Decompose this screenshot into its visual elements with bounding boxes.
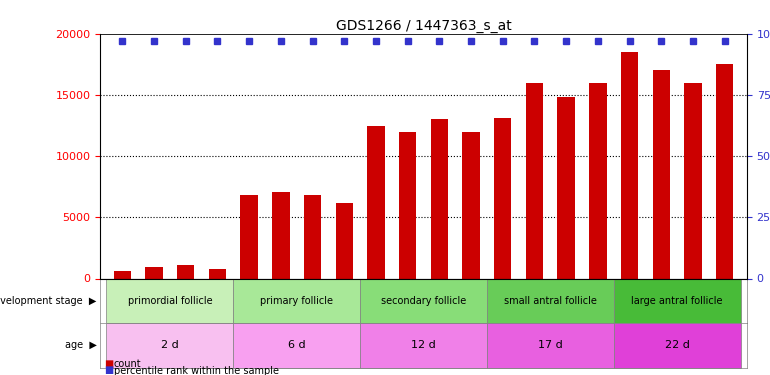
- Text: secondary follicle: secondary follicle: [381, 296, 466, 306]
- Bar: [494, 118, 511, 279]
- Bar: [240, 195, 258, 279]
- Text: 22 d: 22 d: [665, 340, 690, 350]
- Bar: [360, 323, 487, 368]
- Bar: [106, 323, 233, 368]
- Text: primary follicle: primary follicle: [260, 296, 333, 306]
- Text: 12 d: 12 d: [411, 340, 436, 350]
- Text: 17 d: 17 d: [538, 340, 563, 350]
- Text: 6 d: 6 d: [288, 340, 306, 350]
- Text: primordial follicle: primordial follicle: [128, 296, 213, 306]
- Bar: [177, 265, 194, 279]
- Bar: [653, 70, 670, 279]
- Bar: [589, 83, 607, 279]
- Bar: [462, 132, 480, 279]
- Text: ■: ■: [104, 366, 113, 375]
- Bar: [304, 195, 321, 279]
- Bar: [487, 279, 614, 323]
- Bar: [487, 323, 614, 368]
- Bar: [716, 64, 734, 279]
- Text: large antral follicle: large antral follicle: [631, 296, 723, 306]
- Text: age  ▶: age ▶: [65, 340, 97, 350]
- Bar: [336, 202, 353, 279]
- Bar: [272, 192, 290, 279]
- Bar: [614, 279, 741, 323]
- Bar: [526, 83, 543, 279]
- Bar: [233, 279, 360, 323]
- Bar: [146, 267, 162, 279]
- Bar: [614, 323, 741, 368]
- Bar: [106, 279, 233, 323]
- Bar: [399, 132, 417, 279]
- Title: GDS1266 / 1447363_s_at: GDS1266 / 1447363_s_at: [336, 19, 511, 33]
- Bar: [557, 98, 575, 279]
- Text: small antral follicle: small antral follicle: [504, 296, 597, 306]
- Bar: [360, 279, 487, 323]
- Bar: [114, 271, 131, 279]
- Bar: [233, 323, 360, 368]
- Bar: [209, 269, 226, 279]
- Bar: [430, 119, 448, 279]
- Text: development stage  ▶: development stage ▶: [0, 296, 97, 306]
- Text: ■: ■: [104, 359, 113, 369]
- Bar: [621, 52, 638, 279]
- Text: count: count: [114, 359, 142, 369]
- Bar: [367, 126, 385, 279]
- Bar: [685, 83, 701, 279]
- Text: percentile rank within the sample: percentile rank within the sample: [114, 366, 279, 375]
- Text: 2 d: 2 d: [161, 340, 179, 350]
